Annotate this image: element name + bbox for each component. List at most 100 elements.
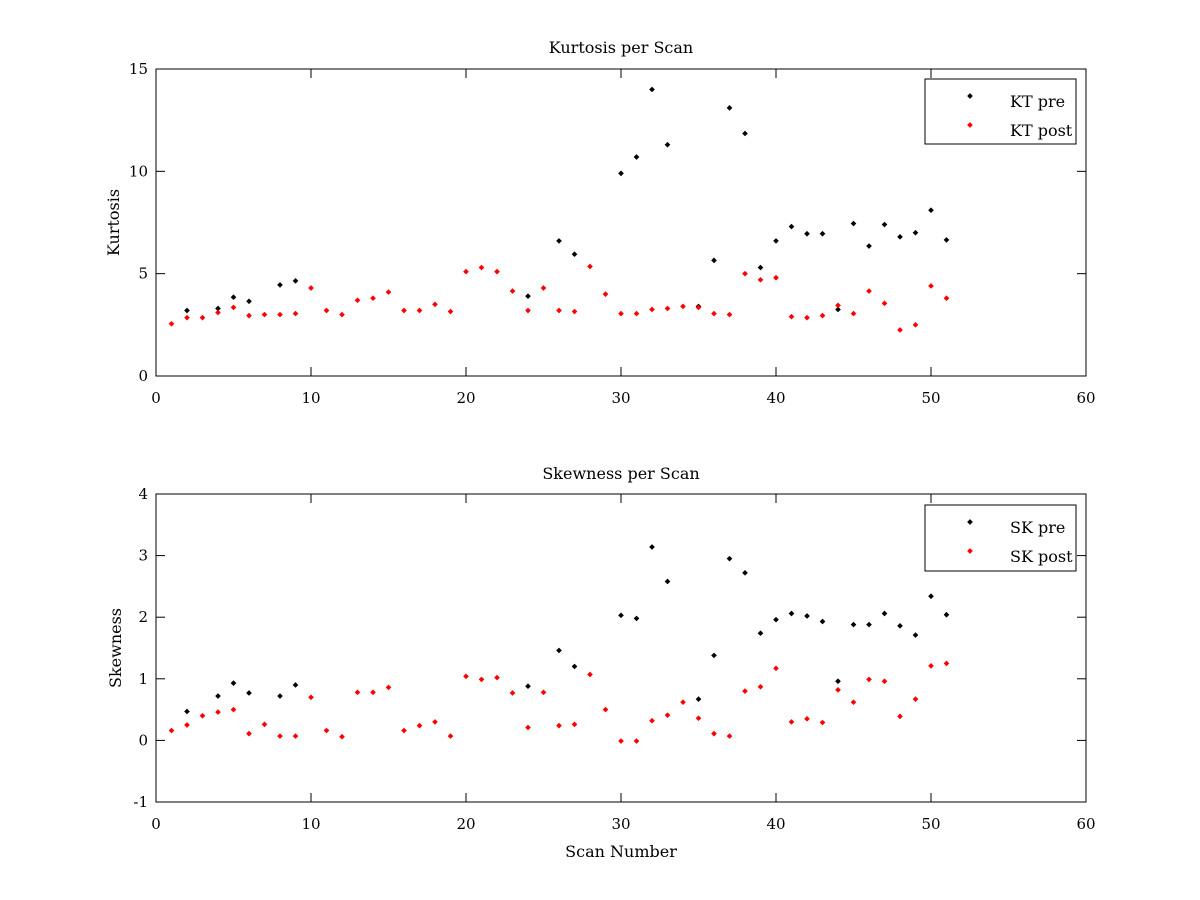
data-point-kt-pre [726, 105, 733, 111]
data-point-sk-post [866, 676, 872, 683]
data-point-sk-post [897, 713, 903, 720]
data-point-kt-post [711, 310, 717, 317]
kurtosis-y-tick-label: 10 [129, 162, 148, 180]
skewness-data-points [168, 544, 950, 744]
data-point-kt-pre [897, 233, 903, 240]
data-point-sk-pre [649, 544, 655, 550]
data-point-sk-post [478, 676, 485, 683]
data-point-kt-post [478, 264, 485, 271]
data-point-sk-post [819, 719, 826, 726]
data-point-kt-pre [943, 237, 950, 243]
data-point-sk-pre [726, 555, 733, 562]
skewness-x-tick-label: 0 [151, 815, 161, 833]
data-point-sk-post [292, 733, 299, 739]
data-point-kt-post [788, 313, 795, 320]
data-point-sk-post [943, 660, 950, 667]
data-point-kt-post [866, 288, 872, 294]
data-point-kt-post [943, 295, 950, 302]
data-point-kt-pre [835, 306, 841, 313]
skewness-y-tick-label: 4 [138, 485, 148, 503]
skewness-subplot: Skewness per Scan 0 10 20 30 40 50 60 -101234 … [106, 464, 1096, 861]
data-point-kt-post [261, 311, 268, 318]
kurtosis-y-tick-label: 0 [138, 367, 148, 385]
skewness-x-tick-label: 10 [301, 815, 320, 833]
data-point-sk-post [881, 678, 888, 685]
data-point-kt-post [850, 310, 857, 317]
skewness-y-tick-label: 2 [138, 608, 148, 626]
kurtosis-x-ticks: 0 10 20 30 40 50 60 [151, 69, 1096, 407]
legend-marker-kt-pre [967, 93, 973, 99]
data-point-kt-post [602, 291, 609, 297]
kurtosis-y-tick-label: 5 [138, 265, 148, 283]
data-point-sk-pre [773, 616, 779, 623]
data-point-sk-pre [742, 570, 748, 576]
data-point-kt-post [742, 270, 748, 277]
data-point-kt-pre [788, 223, 795, 230]
data-point-sk-pre [556, 647, 562, 654]
data-point-sk-pre [943, 611, 950, 618]
legend-marker-sk-post [967, 548, 973, 554]
skewness-x-tick-label: 40 [766, 815, 785, 833]
data-point-kt-post [649, 306, 655, 313]
kurtosis-x-tick-label: 0 [151, 389, 161, 407]
skewness-y-tick-label: 1 [138, 670, 148, 688]
data-point-kt-pre [184, 307, 190, 314]
data-point-kt-post [618, 310, 624, 317]
data-point-sk-pre [897, 622, 903, 629]
data-point-sk-pre [912, 632, 919, 638]
legend-label-sk-post: SK post [1010, 547, 1073, 566]
data-point-kt-post [215, 309, 221, 316]
data-point-sk-post [618, 738, 624, 744]
legend-label-kt-post: KT post [1010, 121, 1073, 140]
kurtosis-data-points [168, 86, 950, 333]
data-point-sk-post [323, 727, 330, 734]
data-point-kt-post [556, 307, 562, 314]
kurtosis-x-tick-label: 10 [301, 389, 320, 407]
data-point-sk-post [385, 684, 392, 691]
skewness-x-tick-label: 60 [1076, 815, 1095, 833]
skewness-x-axis-label: Scan Number [565, 842, 677, 861]
data-point-kt-pre [664, 141, 671, 148]
data-point-kt-post [726, 311, 733, 318]
data-point-sk-post [804, 716, 810, 722]
data-point-sk-pre [292, 682, 299, 688]
data-point-sk-post [308, 694, 314, 701]
data-point-kt-post [494, 268, 500, 275]
data-point-sk-post [912, 696, 919, 702]
data-point-kt-post [912, 322, 919, 328]
data-point-sk-post [261, 721, 268, 728]
skewness-x-ticks: 0 10 20 30 40 50 60 [151, 494, 1096, 833]
data-point-sk-post [277, 733, 283, 739]
data-point-sk-post [401, 727, 407, 734]
skewness-x-tick-label: 50 [921, 815, 940, 833]
data-point-sk-pre [695, 696, 702, 702]
skewness-y-tick-label: -1 [133, 793, 148, 811]
data-point-kt-post [370, 295, 376, 302]
skewness-legend-box [924, 504, 1077, 572]
data-point-sk-post [416, 722, 423, 729]
data-point-sk-post [711, 730, 717, 737]
data-point-sk-post [168, 727, 175, 734]
kurtosis-x-tick-label: 30 [611, 389, 630, 407]
data-point-sk-pre [850, 621, 857, 628]
data-point-kt-post [401, 307, 407, 314]
kurtosis-legend-box [924, 78, 1077, 145]
data-point-sk-post [199, 712, 206, 719]
data-point-sk-post [447, 733, 454, 739]
data-point-kt-pre [742, 130, 748, 137]
data-point-kt-pre [525, 293, 531, 300]
data-point-kt-post [664, 305, 671, 312]
kurtosis-subplot: Kurtosis per Scan 0 10 20 30 40 50 60 0 5 10 15 K… [104, 38, 1096, 407]
data-point-kt-pre [866, 243, 872, 249]
data-point-kt-post [416, 307, 423, 314]
data-point-sk-pre [277, 693, 283, 699]
data-point-sk-post [928, 663, 934, 669]
data-point-sk-post [788, 719, 795, 725]
data-point-kt-pre [571, 251, 578, 258]
data-point-sk-post [773, 665, 779, 672]
data-point-sk-pre [664, 578, 671, 585]
data-point-kt-post [928, 283, 934, 289]
data-point-kt-post [835, 302, 841, 309]
skewness-x-tick-label: 30 [611, 815, 630, 833]
